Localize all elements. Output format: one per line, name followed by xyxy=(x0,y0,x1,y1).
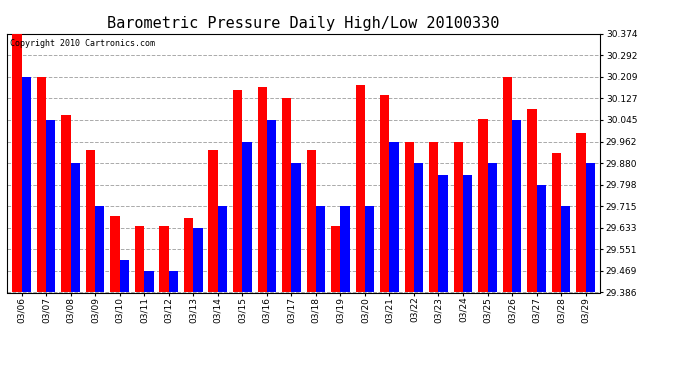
Bar xyxy=(208,150,218,292)
Bar xyxy=(512,120,522,292)
Bar xyxy=(119,260,129,292)
Bar xyxy=(46,120,55,292)
Bar xyxy=(340,206,350,292)
Bar xyxy=(257,87,267,292)
Title: Barometric Pressure Daily High/Low 20100330: Barometric Pressure Daily High/Low 20100… xyxy=(108,16,500,31)
Bar xyxy=(380,95,389,292)
Bar xyxy=(503,77,512,292)
Bar xyxy=(86,150,95,292)
Bar xyxy=(331,226,340,292)
Bar xyxy=(389,142,399,292)
Bar xyxy=(95,206,104,292)
Bar xyxy=(488,163,497,292)
Bar xyxy=(135,226,144,292)
Bar xyxy=(159,226,169,292)
Bar xyxy=(438,176,448,292)
Bar xyxy=(12,34,21,292)
Bar xyxy=(404,142,414,292)
Bar xyxy=(306,150,316,292)
Bar xyxy=(537,184,546,292)
Bar xyxy=(218,206,227,292)
Bar xyxy=(242,142,252,292)
Bar xyxy=(291,163,301,292)
Bar xyxy=(267,120,276,292)
Bar xyxy=(169,271,178,292)
Bar xyxy=(463,176,472,292)
Text: Copyright 2010 Cartronics.com: Copyright 2010 Cartronics.com xyxy=(10,39,155,48)
Bar xyxy=(193,228,203,292)
Bar xyxy=(316,206,325,292)
Bar xyxy=(144,271,154,292)
Bar xyxy=(586,163,595,292)
Bar xyxy=(576,133,586,292)
Bar xyxy=(561,206,571,292)
Bar xyxy=(233,90,242,292)
Bar xyxy=(61,116,70,292)
Bar xyxy=(282,98,291,292)
Bar xyxy=(429,142,438,292)
Bar xyxy=(478,118,488,292)
Bar xyxy=(184,218,193,292)
Bar xyxy=(355,84,365,292)
Bar xyxy=(365,206,374,292)
Bar xyxy=(110,216,119,292)
Bar xyxy=(70,163,80,292)
Bar xyxy=(552,153,561,292)
Bar xyxy=(21,77,31,292)
Bar xyxy=(37,77,46,292)
Bar xyxy=(414,163,423,292)
Bar xyxy=(527,110,537,292)
Bar xyxy=(453,142,463,292)
